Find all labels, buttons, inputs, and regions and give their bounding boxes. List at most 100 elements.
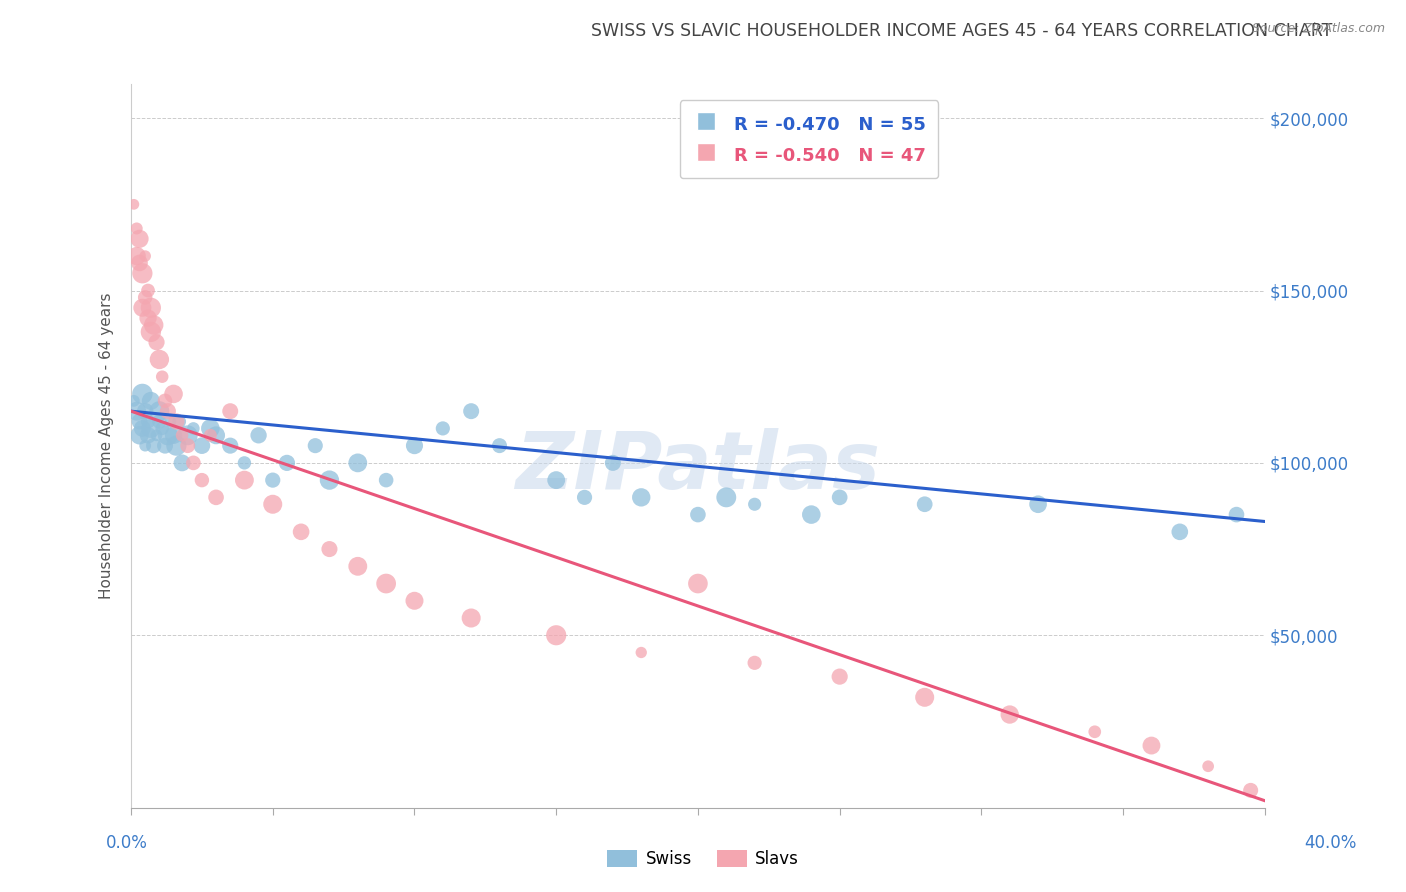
Point	[262, 473, 284, 487]
Point	[262, 497, 284, 511]
Point	[134, 249, 156, 263]
Text: Source: ZipAtlas.com: Source: ZipAtlas.com	[1251, 22, 1385, 36]
Point	[233, 456, 256, 470]
Point	[142, 439, 165, 453]
Point	[404, 594, 426, 608]
Point	[630, 645, 652, 659]
Point	[200, 421, 222, 435]
Point	[131, 421, 153, 435]
Point	[150, 421, 173, 435]
Point	[162, 387, 184, 401]
Text: SWISS VS SLAVIC HOUSEHOLDER INCOME AGES 45 - 64 YEARS CORRELATION CHART: SWISS VS SLAVIC HOUSEHOLDER INCOME AGES …	[591, 22, 1331, 40]
Point	[145, 335, 167, 350]
Text: 0.0%: 0.0%	[105, 834, 148, 852]
Point	[546, 628, 568, 642]
Point	[828, 670, 851, 684]
Point	[630, 491, 652, 505]
Point	[183, 456, 205, 470]
Point	[998, 707, 1021, 722]
Point	[128, 428, 150, 442]
Point	[1140, 739, 1163, 753]
Point	[744, 656, 766, 670]
Point	[574, 491, 596, 505]
Point	[165, 415, 187, 429]
Point	[122, 197, 145, 211]
Point	[205, 428, 228, 442]
Point	[153, 393, 176, 408]
Point	[460, 404, 482, 418]
Text: 40.0%: 40.0%	[1305, 834, 1357, 852]
Point	[134, 439, 156, 453]
Point	[290, 524, 312, 539]
Point	[219, 439, 242, 453]
Point	[165, 439, 187, 453]
Point	[1168, 524, 1191, 539]
Point	[1197, 759, 1219, 773]
Text: ZIPatlas: ZIPatlas	[516, 428, 880, 507]
Point	[1026, 497, 1049, 511]
Point	[162, 428, 184, 442]
Point	[139, 393, 162, 408]
Point	[183, 421, 205, 435]
Point	[800, 508, 823, 522]
Point	[276, 456, 298, 470]
Point	[716, 491, 738, 505]
Point	[346, 456, 368, 470]
Point	[167, 415, 190, 429]
Point	[170, 428, 193, 442]
Point	[432, 421, 454, 435]
Point	[128, 256, 150, 270]
Point	[136, 415, 159, 429]
Point	[460, 611, 482, 625]
Point	[148, 415, 170, 429]
Point	[546, 473, 568, 487]
Point	[134, 290, 156, 304]
Point	[131, 266, 153, 280]
Point	[139, 325, 162, 339]
Point	[134, 404, 156, 418]
Point	[177, 439, 200, 453]
Point	[131, 387, 153, 401]
Point	[828, 491, 851, 505]
Point	[136, 428, 159, 442]
Y-axis label: Householder Income Ages 45 - 64 years: Householder Income Ages 45 - 64 years	[100, 293, 114, 599]
Legend: R = -0.470   N = 55, R = -0.540   N = 47: R = -0.470 N = 55, R = -0.540 N = 47	[679, 100, 938, 178]
Point	[602, 456, 624, 470]
Point	[156, 428, 179, 442]
Point	[148, 352, 170, 367]
Point	[914, 690, 936, 705]
Point	[125, 404, 148, 418]
Point	[128, 415, 150, 429]
Point	[219, 404, 242, 418]
Point	[170, 456, 193, 470]
Point	[1084, 724, 1107, 739]
Point	[153, 439, 176, 453]
Legend: Swiss, Slavs: Swiss, Slavs	[600, 843, 806, 875]
Point	[1225, 508, 1247, 522]
Point	[139, 301, 162, 315]
Point	[304, 439, 326, 453]
Point	[156, 404, 179, 418]
Point	[318, 542, 340, 557]
Point	[375, 473, 398, 487]
Point	[488, 439, 510, 453]
Point	[346, 559, 368, 574]
Point	[686, 508, 709, 522]
Point	[122, 393, 145, 408]
Point	[177, 428, 200, 442]
Point	[375, 576, 398, 591]
Point	[686, 576, 709, 591]
Point	[136, 284, 159, 298]
Point	[318, 473, 340, 487]
Point	[128, 232, 150, 246]
Point	[139, 421, 162, 435]
Point	[145, 428, 167, 442]
Point	[1240, 783, 1263, 797]
Point	[136, 311, 159, 326]
Point	[131, 301, 153, 315]
Point	[125, 249, 148, 263]
Point	[200, 428, 222, 442]
Point	[150, 369, 173, 384]
Point	[191, 439, 214, 453]
Point	[191, 473, 214, 487]
